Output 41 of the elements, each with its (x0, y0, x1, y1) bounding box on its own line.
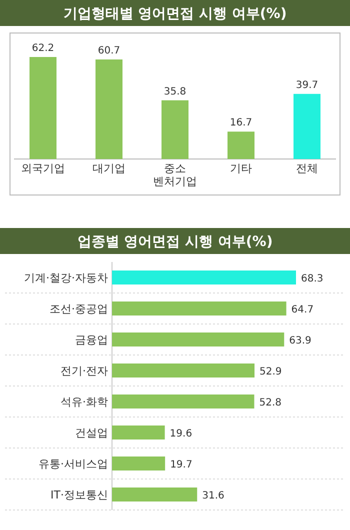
x-tick-label: 중소 벤처기업 (153, 162, 197, 188)
data-label: 64.7 (291, 304, 314, 316)
y-tick-label: 유통·서비스업 (38, 458, 108, 470)
y-tick-label: 금융업 (75, 334, 108, 346)
data-label: 63.9 (289, 336, 312, 346)
data-label: 19.7 (170, 460, 192, 470)
data-label: 68.3 (301, 274, 324, 284)
chart-title: 기업형태별 영어면접 시행 여부(%) (63, 6, 287, 22)
data-label: 52.9 (260, 366, 282, 378)
data-label: 60.7 (98, 45, 120, 56)
bar (112, 456, 166, 470)
y-tick-label: 기계·철강·자동차 (24, 272, 108, 284)
data-label: 16.7 (230, 118, 252, 129)
bar (112, 270, 296, 284)
bar (112, 426, 165, 440)
data-label: 62.2 (32, 43, 54, 54)
data-label: 19.6 (170, 428, 192, 440)
y-tick-label: IT·정보통신 (50, 488, 108, 502)
bar (112, 332, 284, 346)
bar (228, 132, 254, 159)
bar (294, 94, 320, 159)
bar (162, 100, 188, 159)
y-tick-label: 전기·전자 (60, 364, 108, 378)
x-tick-label: 기타 (230, 162, 252, 175)
data-label: 52.8 (259, 398, 282, 408)
chart-title: 업종별 영어면접 시행 여부(%) (77, 234, 273, 250)
y-tick-label: 조선·중공업 (50, 302, 108, 316)
x-tick-label: 대기업 (92, 162, 126, 175)
bar (30, 57, 56, 159)
bar (96, 59, 122, 159)
x-tick-label: 전체 (296, 162, 318, 175)
x-tick-label: 외국기업 (21, 162, 65, 175)
data-label: 31.6 (202, 490, 224, 502)
data-label: 35.8 (164, 86, 186, 98)
bar (112, 364, 255, 378)
bar (112, 394, 254, 408)
y-tick-label: 건설업 (75, 426, 108, 440)
data-label: 39.7 (296, 80, 318, 91)
bar (112, 302, 286, 316)
bar (112, 488, 198, 502)
y-tick-label: 석유·화학 (60, 396, 108, 408)
